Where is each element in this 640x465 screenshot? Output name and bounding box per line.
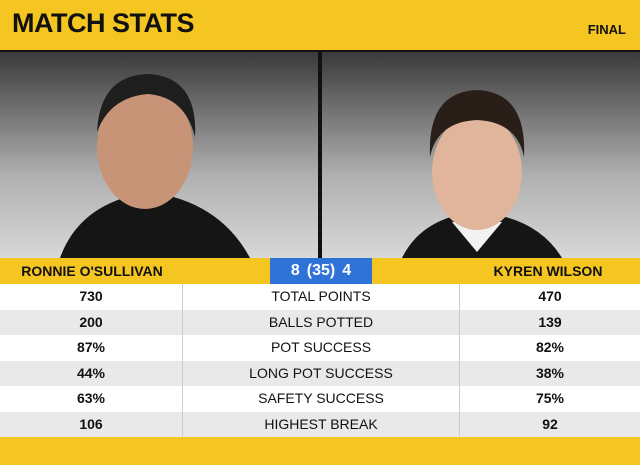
right-stat: 38% [535, 364, 565, 381]
face [432, 114, 522, 230]
left-stat: 730 [0, 284, 183, 310]
score: 8 [290, 262, 300, 279]
stat-label: POT SUCCESS [183, 335, 460, 361]
right-stat: 92 [542, 415, 558, 432]
stat-label: HIGHEST BREAK [183, 411, 460, 437]
collar [452, 222, 502, 252]
stat-label: SAFETY SUCCESS [183, 386, 460, 412]
hair [429, 90, 525, 157]
stat-row: 44% LONG POT SUCCESS 38% [0, 360, 640, 386]
title: MATCH STATS [12, 8, 194, 38]
footer-bar [0, 437, 640, 465]
right-stat: 139 [538, 313, 562, 330]
shoulders [60, 192, 250, 258]
left-stat: 63% [0, 386, 183, 412]
score: 4 [342, 262, 352, 279]
left-stat: 200 [0, 309, 183, 335]
stats-table: 730 TOTAL POINTS 470 200 BALLS POTTED 139 87% P… [0, 284, 640, 437]
right-stat: 470 [538, 288, 562, 304]
right-stat: 82% [535, 339, 565, 355]
header-bar: MATCH STATS FINAL [0, 0, 640, 50]
right-stat: 75% [535, 390, 565, 406]
score-box: 8 (35) 4 [270, 258, 372, 284]
player-name: KYREN WILSON [493, 263, 603, 279]
portrait [402, 90, 562, 258]
portrait [60, 74, 250, 258]
stat-row: 106 HIGHEST BREAK 92 [0, 411, 640, 437]
face [97, 85, 193, 209]
player-name: RONNIE O'SULLIVAN [21, 263, 163, 279]
stat-label: BALLS POTTED [183, 309, 460, 335]
player-photo [322, 52, 640, 258]
stat-label: TOTAL POINTS [183, 284, 460, 310]
stat-row: 87% POT SUCCESS 82% [0, 335, 640, 361]
stat-label: LONG POT SUCCESS [183, 360, 460, 386]
round-tag: FINAL [587, 22, 626, 37]
stat-row: 63% SAFETY SUCCESS 75% [0, 386, 640, 412]
hair [97, 74, 196, 137]
left-stat: 87% [0, 335, 183, 361]
player-photo [0, 52, 318, 258]
stat-row: 200 BALLS POTTED 139 [0, 309, 640, 335]
left-stat: 44% [0, 360, 183, 386]
left-stat: 106 [0, 411, 183, 437]
stat-row: 730 TOTAL POINTS 470 [0, 284, 640, 310]
frames: (35) [306, 262, 336, 279]
